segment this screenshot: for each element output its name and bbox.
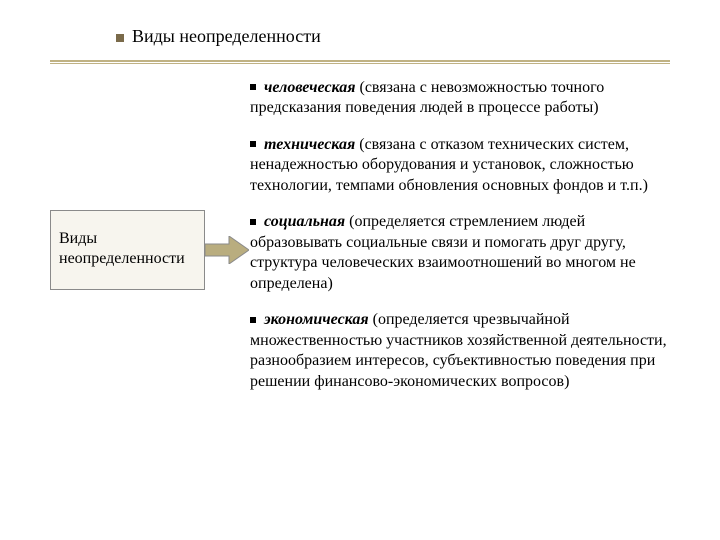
- page-title-text: Виды неопределенности: [132, 26, 321, 46]
- bullet-term: экономическая: [264, 311, 369, 328]
- bullet-item: человеческая (связана с невозможностью т…: [250, 78, 670, 119]
- source-box: Виды неопределенности: [50, 210, 205, 290]
- source-box-label: Виды неопределенности: [59, 230, 185, 267]
- bullet-item: техническая (связана с отказом техническ…: [250, 135, 670, 196]
- bullet-item: экономическая (определяется чрезвычайной…: [250, 310, 670, 392]
- square-bullet-icon: [250, 141, 256, 147]
- title-bullet-icon: [116, 34, 124, 42]
- page-title: Виды неопределенности: [116, 26, 321, 47]
- bullet-term: техническая: [264, 136, 355, 153]
- bullet-item: социальная (определяется стремлением люд…: [250, 212, 670, 294]
- square-bullet-icon: [250, 317, 256, 323]
- arrow-shape: [205, 236, 249, 264]
- square-bullet-icon: [250, 84, 256, 90]
- arrow-icon: [205, 236, 249, 269]
- square-bullet-icon: [250, 219, 256, 225]
- bullet-term: социальная: [264, 213, 345, 230]
- bullets-container: человеческая (связана с невозможностью т…: [250, 78, 670, 408]
- title-underline: [50, 60, 670, 64]
- bullet-term: человеческая: [264, 79, 356, 96]
